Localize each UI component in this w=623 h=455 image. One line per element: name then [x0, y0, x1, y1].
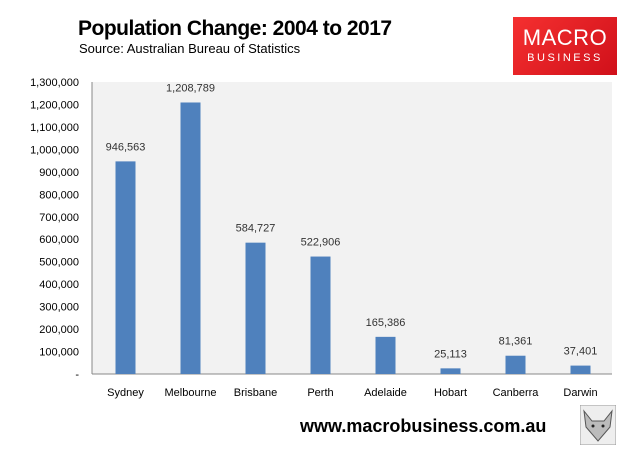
y-tick-label: 600,000	[39, 234, 79, 246]
logo-line1: MACRO	[522, 25, 608, 50]
x-tick-label: Brisbane	[234, 387, 277, 399]
logo-line2: BUSINESS	[527, 52, 603, 64]
data-label: 1,208,789	[166, 82, 215, 94]
y-tick-label: 400,000	[39, 279, 79, 291]
macrobusiness-logo: MACRO BUSINESS	[513, 17, 617, 75]
chart-subtitle: Source: Australian Bureau of Statistics	[79, 41, 301, 56]
y-tick-label: 300,000	[39, 302, 79, 314]
y-tick-label: 1,200,000	[30, 99, 79, 111]
x-tick-label: Adelaide	[364, 387, 407, 399]
data-label: 165,386	[366, 317, 406, 329]
y-tick-label: 1,000,000	[30, 144, 79, 156]
y-tick-label: 1,300,000	[30, 77, 79, 89]
data-label: 37,401	[564, 346, 598, 358]
x-tick-label: Canberra	[493, 387, 540, 399]
plot-area	[92, 82, 612, 374]
bar-sydney	[115, 161, 136, 374]
data-label: 522,906	[301, 237, 341, 249]
y-tick-label: 800,000	[39, 189, 79, 201]
bar-melbourne	[180, 102, 201, 374]
bar-darwin	[570, 365, 591, 374]
x-tick-label: Melbourne	[165, 387, 217, 399]
website-url: www.macrobusiness.com.au	[300, 416, 547, 436]
y-tick-label: 200,000	[39, 324, 79, 336]
x-tick-label: Perth	[307, 387, 333, 399]
y-tick-label: -	[75, 369, 79, 381]
x-tick-label: Hobart	[434, 387, 467, 399]
y-tick-label: 700,000	[39, 212, 79, 224]
x-tick-label: Sydney	[107, 387, 144, 399]
bar-perth	[310, 256, 331, 374]
bar-adelaide	[375, 336, 396, 374]
bar-canberra	[505, 355, 526, 374]
data-label: 81,361	[499, 336, 533, 348]
bar-brisbane	[245, 242, 266, 374]
bar-hobart	[440, 368, 461, 374]
data-label: 946,563	[106, 141, 146, 153]
y-tick-label: 900,000	[39, 167, 79, 179]
y-tick-label: 100,000	[39, 347, 79, 359]
x-tick-label: Darwin	[563, 387, 597, 399]
chart-title: Population Change: 2004 to 2017	[78, 17, 392, 40]
data-label: 25,113	[434, 348, 467, 360]
fox-logo-icon	[580, 405, 616, 445]
y-tick-label: 1,100,000	[30, 122, 79, 134]
y-tick-label: 500,000	[39, 257, 79, 269]
data-label: 584,727	[236, 223, 276, 235]
